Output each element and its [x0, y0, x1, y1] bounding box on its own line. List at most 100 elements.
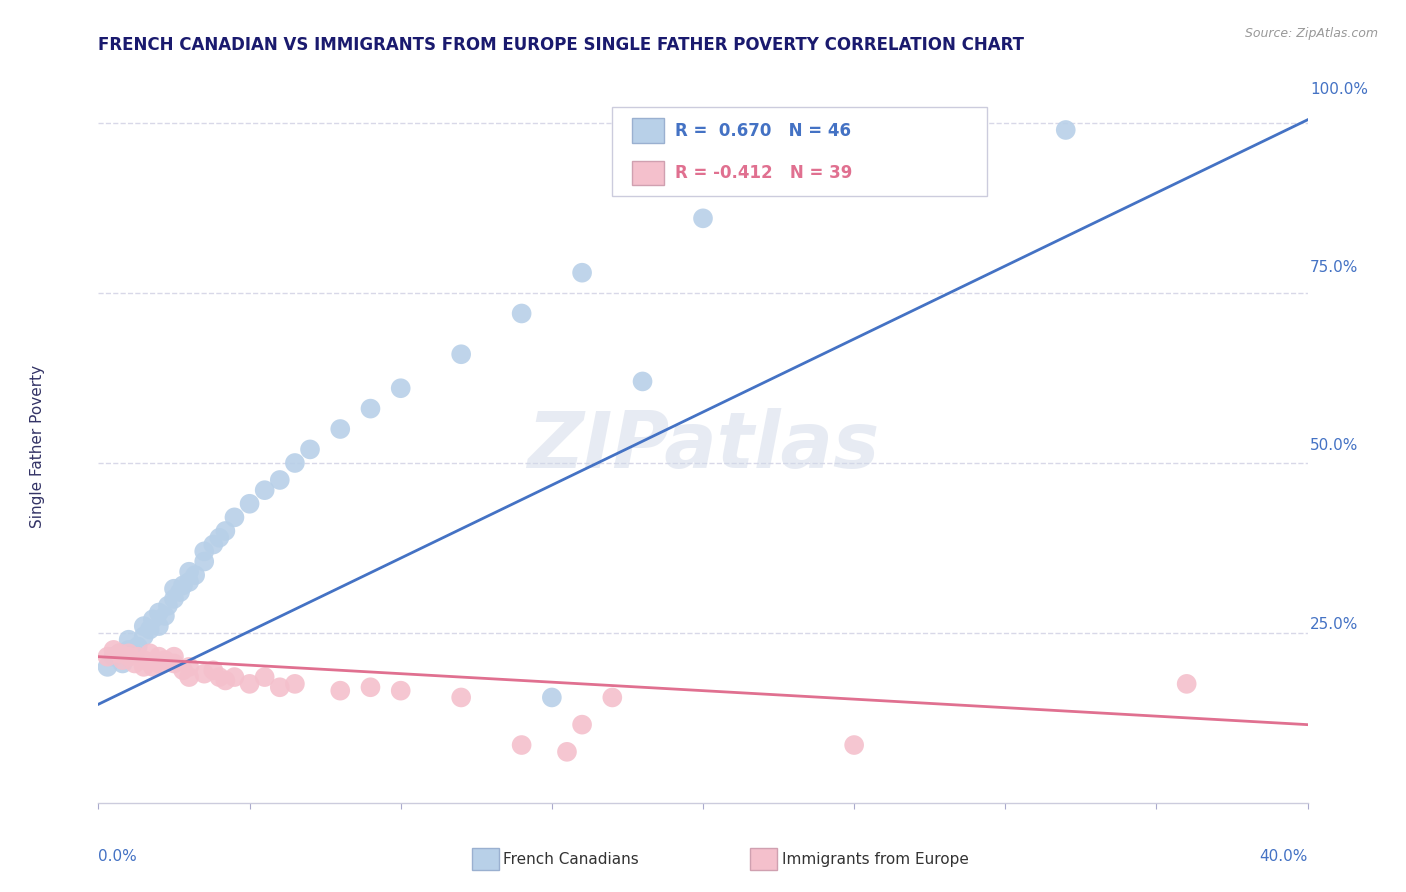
Point	[132, 629, 155, 643]
Point	[450, 347, 472, 361]
Point	[540, 690, 562, 705]
Point	[360, 680, 382, 694]
Point	[224, 670, 246, 684]
Point	[103, 643, 125, 657]
Point	[360, 401, 382, 416]
Point	[555, 745, 578, 759]
Point	[132, 619, 155, 633]
Point	[571, 717, 593, 731]
Point	[163, 649, 186, 664]
Point	[450, 690, 472, 705]
Point	[214, 673, 236, 688]
FancyBboxPatch shape	[751, 848, 776, 870]
Point	[177, 574, 201, 589]
Text: 50.0%: 50.0%	[1310, 439, 1358, 453]
Point	[139, 646, 162, 660]
Point	[142, 612, 165, 626]
Point	[329, 422, 352, 436]
Point	[118, 643, 141, 657]
Point	[148, 606, 170, 620]
Point	[127, 640, 149, 654]
Text: Immigrants from Europe: Immigrants from Europe	[782, 852, 969, 867]
Point	[389, 683, 412, 698]
Point	[193, 666, 215, 681]
Point	[163, 657, 186, 671]
Point	[118, 646, 141, 660]
Point	[299, 442, 322, 457]
Text: FRENCH CANADIAN VS IMMIGRANTS FROM EUROPE SINGLE FATHER POVERTY CORRELATION CHAR: FRENCH CANADIAN VS IMMIGRANTS FROM EUROP…	[98, 36, 1025, 54]
Point	[163, 591, 186, 606]
Point	[214, 524, 236, 538]
Point	[813, 163, 835, 178]
Point	[118, 649, 141, 664]
Point	[111, 657, 134, 671]
Point	[602, 690, 624, 705]
FancyBboxPatch shape	[631, 161, 664, 185]
Point	[202, 663, 225, 677]
Point	[193, 544, 215, 558]
Point	[163, 582, 186, 596]
Point	[172, 663, 194, 677]
Text: 75.0%: 75.0%	[1310, 260, 1358, 275]
Point	[96, 649, 118, 664]
Point	[844, 738, 866, 752]
Point	[239, 677, 262, 691]
Point	[108, 646, 131, 660]
Point	[156, 599, 179, 613]
Point	[329, 683, 352, 698]
Point	[269, 473, 291, 487]
FancyBboxPatch shape	[472, 848, 499, 870]
Text: 0.0%: 0.0%	[98, 849, 138, 864]
Point	[208, 531, 231, 545]
Point	[934, 144, 956, 158]
Point	[132, 660, 155, 674]
Point	[631, 375, 654, 389]
Point	[169, 585, 191, 599]
Text: 100.0%: 100.0%	[1310, 82, 1368, 96]
Point	[108, 646, 131, 660]
Point	[153, 653, 176, 667]
Text: 40.0%: 40.0%	[1260, 849, 1308, 864]
Point	[239, 497, 262, 511]
Text: 25.0%: 25.0%	[1310, 617, 1358, 632]
Point	[127, 649, 149, 664]
FancyBboxPatch shape	[631, 119, 664, 143]
Point	[1175, 677, 1198, 691]
Point	[148, 619, 170, 633]
Text: R =  0.670   N = 46: R = 0.670 N = 46	[675, 121, 851, 139]
Point	[142, 660, 165, 674]
Point	[692, 211, 714, 226]
Point	[510, 738, 533, 752]
Point	[177, 660, 201, 674]
Point	[269, 680, 291, 694]
Text: Source: ZipAtlas.com: Source: ZipAtlas.com	[1244, 27, 1378, 40]
Point	[96, 660, 118, 674]
Point	[202, 537, 225, 551]
Point	[193, 555, 215, 569]
Point	[253, 670, 276, 684]
Point	[177, 670, 201, 684]
Text: R = -0.412   N = 39: R = -0.412 N = 39	[675, 164, 852, 182]
Point	[148, 649, 170, 664]
Point	[172, 578, 194, 592]
Point	[253, 483, 276, 498]
Point	[208, 670, 231, 684]
Point	[103, 649, 125, 664]
Point	[184, 568, 207, 582]
Point	[111, 653, 134, 667]
Point	[1054, 123, 1077, 137]
Text: ZIPatlas: ZIPatlas	[527, 408, 879, 484]
Point	[124, 646, 146, 660]
Point	[148, 657, 170, 671]
Point	[284, 456, 307, 470]
FancyBboxPatch shape	[612, 107, 987, 196]
Point	[571, 266, 593, 280]
Point	[139, 623, 162, 637]
Point	[118, 632, 141, 647]
Point	[177, 565, 201, 579]
Text: French Canadians: French Canadians	[503, 852, 640, 867]
Point	[389, 381, 412, 395]
Point	[510, 306, 533, 320]
Point	[224, 510, 246, 524]
Text: Single Father Poverty: Single Father Poverty	[31, 365, 45, 527]
